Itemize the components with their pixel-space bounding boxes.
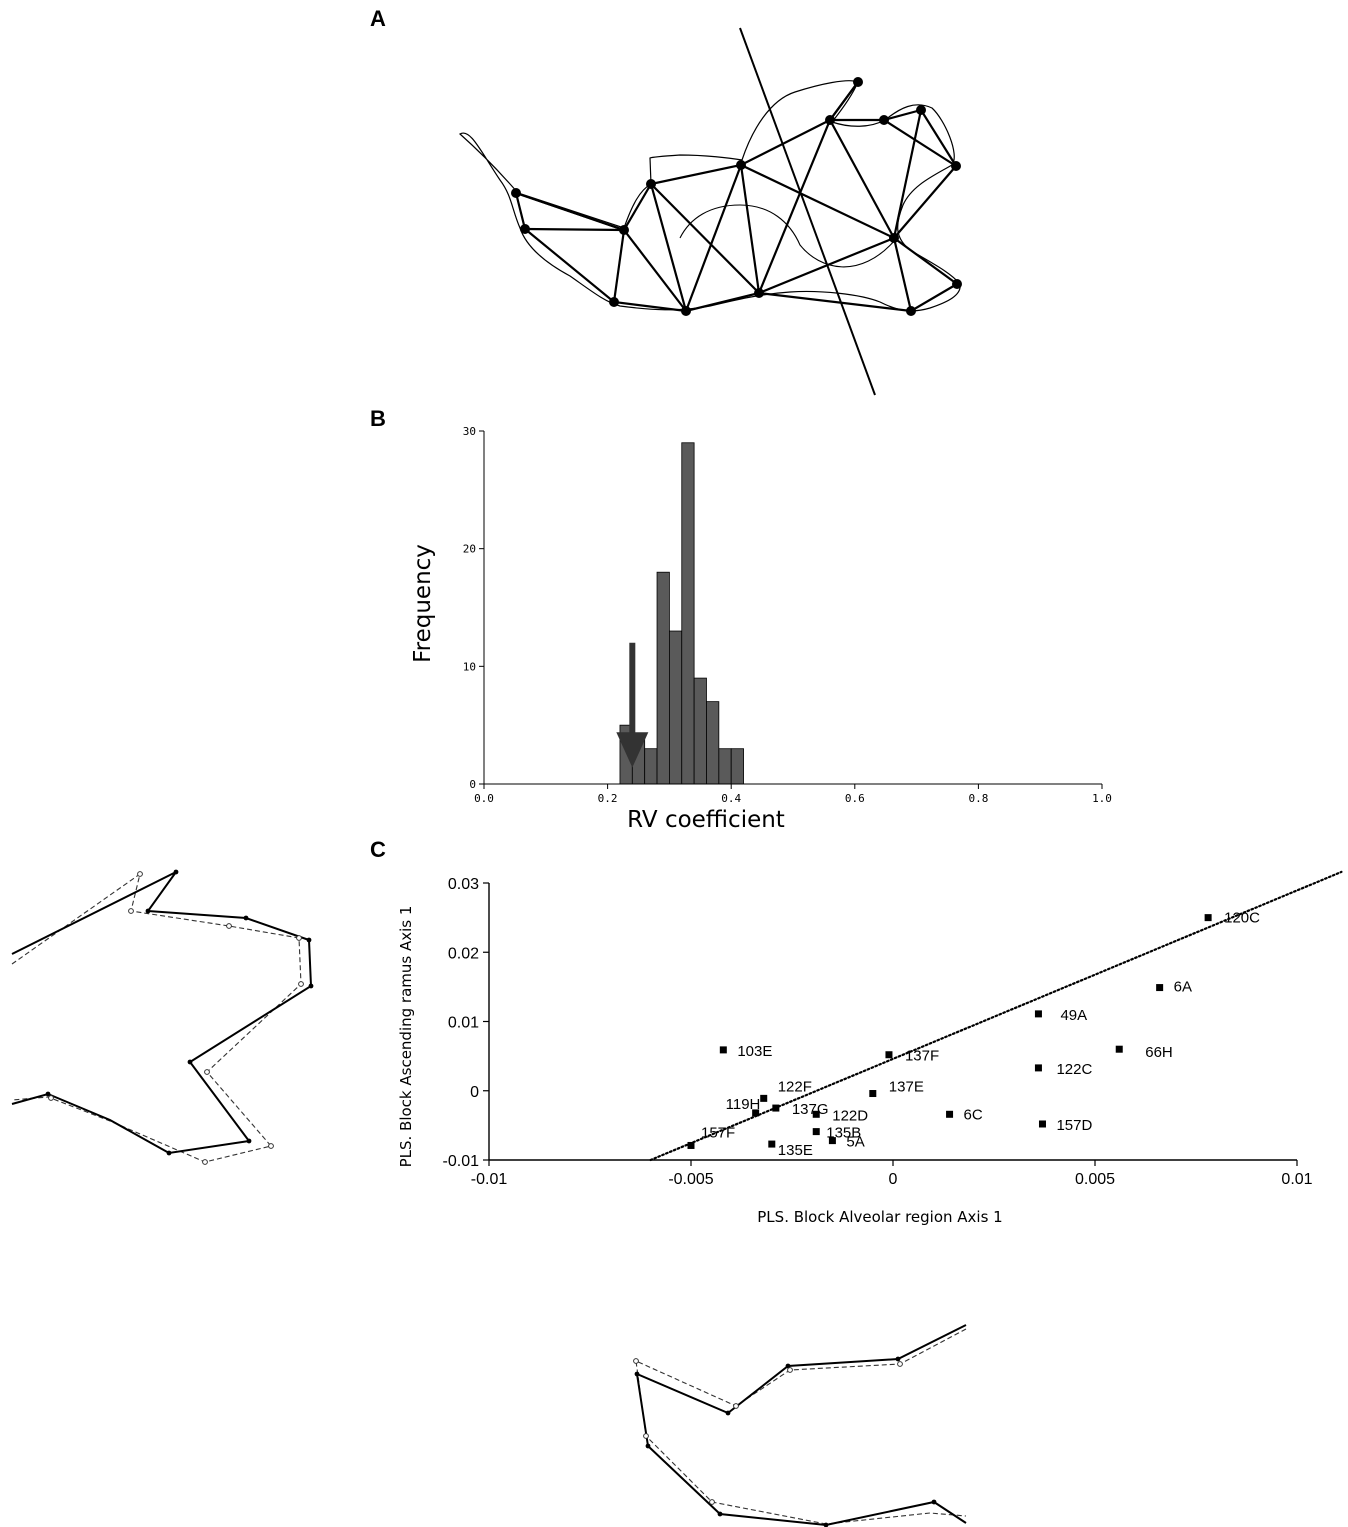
scatter-point-135e bbox=[768, 1140, 776, 1148]
pls-scatter: -0.01 0 0.01 0.02 0.03 -0.01 -0.005 0 0.005 0.01 1… bbox=[397, 870, 1343, 1226]
point-label-137e: 137E bbox=[889, 1079, 924, 1096]
mandible-outline bbox=[458, 80, 961, 312]
point-label-49a: 49A bbox=[1060, 1007, 1087, 1024]
scatter-point-5a bbox=[828, 1137, 836, 1145]
histogram-bar-9 bbox=[730, 748, 744, 785]
scatter-point-122c bbox=[1034, 1064, 1042, 1072]
scatter-point-6c bbox=[946, 1110, 954, 1118]
scatter-point-157d bbox=[1038, 1120, 1046, 1128]
histogram-bar-8 bbox=[718, 748, 732, 785]
point-label-135e: 135E bbox=[778, 1142, 813, 1159]
x-tick-label: 0.2 bbox=[598, 792, 618, 805]
observed-rv-arrow-head bbox=[616, 732, 649, 768]
deformation-target-outline bbox=[11, 871, 313, 1155]
deformation-reference-outline bbox=[11, 872, 302, 1163]
scatter-point-135b bbox=[812, 1128, 820, 1136]
scatter-point-119h bbox=[752, 1109, 760, 1117]
scatter-point-49a bbox=[1034, 1010, 1042, 1018]
x-tick-label: 0.6 bbox=[845, 792, 865, 805]
y-tick-label: -0.01 bbox=[443, 1153, 480, 1170]
panel-b-letter: B bbox=[370, 406, 386, 431]
scatter-point-66h bbox=[1115, 1045, 1123, 1053]
alveolar-shape-deformation-bottom bbox=[633, 1324, 967, 1527]
x-tick-label: 0.01 bbox=[1281, 1171, 1312, 1188]
x-tick-label: 0.8 bbox=[968, 792, 988, 805]
histogram-bar-7 bbox=[706, 701, 720, 785]
y-tick-label: 30 bbox=[463, 425, 476, 438]
point-label-5a: 5A bbox=[846, 1134, 864, 1151]
axis-line bbox=[739, 27, 876, 396]
x-axis-title: PLS. Block Alveolar region Axis 1 bbox=[757, 1208, 1002, 1226]
scatter-point-103e bbox=[719, 1046, 727, 1054]
panel-a-letter: A bbox=[370, 6, 386, 31]
scatter-point-137e bbox=[869, 1090, 877, 1098]
point-label-122c: 122C bbox=[1056, 1061, 1092, 1078]
y-axis-title: Frequency bbox=[410, 544, 436, 663]
y-tick-label: 0.02 bbox=[448, 945, 479, 962]
scatter-point-122f bbox=[760, 1094, 768, 1102]
point-label-6c: 6C bbox=[964, 1106, 983, 1123]
histogram-bar-4 bbox=[669, 630, 683, 785]
histogram-bar-3 bbox=[656, 571, 670, 785]
point-label-119h: 119H bbox=[726, 1096, 761, 1113]
scatter-point-6a bbox=[1156, 984, 1164, 992]
rv-histogram: 0 10 20 30 0.0 0.2 0.4 0.6 0.8 1.0 RV coefficient F… bbox=[410, 425, 1112, 833]
scatter-point-120c bbox=[1204, 914, 1212, 922]
y-tick-label: 0.03 bbox=[448, 876, 479, 893]
scatter-point-157f bbox=[687, 1141, 695, 1149]
y-tick-label: 0 bbox=[469, 778, 476, 791]
histogram-bar-5 bbox=[681, 442, 695, 785]
x-tick-label: -0.005 bbox=[668, 1171, 713, 1188]
point-label-122d: 122D bbox=[832, 1107, 868, 1124]
ramus-shape-deformation-left bbox=[11, 869, 314, 1165]
regression-line bbox=[649, 870, 1343, 1162]
x-tick-label: 1.0 bbox=[1092, 792, 1112, 805]
mandible-landmark-diagram bbox=[458, 27, 962, 396]
triangulation-mesh bbox=[514, 81, 958, 313]
point-label-137f: 137F bbox=[905, 1048, 939, 1065]
histogram-bar-6 bbox=[693, 677, 707, 785]
x-axis-title: RV coefficient bbox=[627, 807, 785, 833]
x-tick-label: 0.005 bbox=[1075, 1171, 1115, 1188]
x-tick-label: -0.01 bbox=[471, 1171, 508, 1188]
x-tick-label: 0.0 bbox=[474, 792, 494, 805]
y-axis-title: PLS. Block Ascending ramus Axis 1 bbox=[397, 906, 415, 1168]
point-label-157f: 157F bbox=[701, 1124, 735, 1141]
x-tick-label: 0.4 bbox=[721, 792, 741, 805]
point-label-157d: 157D bbox=[1056, 1117, 1092, 1134]
deformation-reference-outline bbox=[635, 1328, 967, 1525]
point-label-137g: 137G bbox=[792, 1101, 829, 1118]
scatter-point-122d bbox=[812, 1110, 820, 1118]
x-tick-label: 0 bbox=[889, 1171, 898, 1188]
deformation-target-outline bbox=[635, 1324, 967, 1527]
landmark-points bbox=[511, 77, 962, 316]
scatter-point-137f bbox=[885, 1051, 893, 1059]
point-label-122f: 122F bbox=[778, 1078, 812, 1095]
ramus-inner-outline bbox=[679, 204, 896, 268]
point-label-120c: 120C bbox=[1224, 910, 1260, 927]
point-label-66h: 66H bbox=[1145, 1044, 1173, 1061]
y-tick-label: 0 bbox=[470, 1084, 479, 1101]
y-tick-label: 10 bbox=[463, 660, 476, 673]
y-tick-label: 0.01 bbox=[448, 1015, 479, 1032]
scatter-point-137g bbox=[772, 1104, 780, 1112]
y-tick-label: 20 bbox=[463, 543, 476, 556]
panel-c-letter: C bbox=[370, 837, 386, 862]
point-label-103e: 103E bbox=[737, 1043, 772, 1060]
point-label-6a: 6A bbox=[1174, 979, 1192, 996]
histogram-bar-2 bbox=[644, 748, 658, 785]
